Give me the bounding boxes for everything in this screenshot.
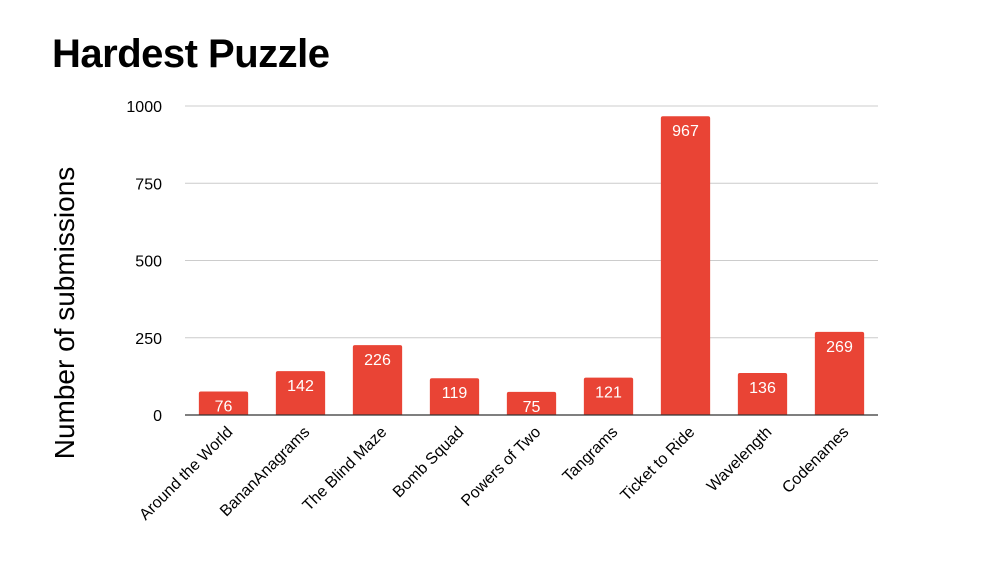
data-label: 136 [749,380,776,397]
bar-bomb-squad [429,378,480,415]
data-label: 142 [287,378,314,395]
bar-ticket-to-ride [660,116,711,416]
data-label: 269 [826,339,853,356]
y-tick-label: 500 [135,254,162,271]
y-tick-label: 1000 [126,99,162,116]
chart-title: Hardest Puzzle [52,32,330,76]
bar-tangrams [583,377,634,415]
x-category-label: Tangrams [560,424,622,486]
x-category-label: Wavelength [704,424,775,495]
data-label: 967 [672,123,699,140]
x-category-label: Powers of Two [458,424,544,510]
x-category-label: The Blind Maze [300,424,391,515]
bar-around-the-world [198,391,249,415]
data-label: 119 [442,385,468,402]
y-axis-label: Number of submissions [49,167,80,460]
data-label: 226 [364,352,391,369]
bar-banananagrams [275,371,326,415]
bar-codenames [814,331,865,415]
x-category-label: Ticket to Ride [618,424,699,505]
y-tick-label: 750 [135,176,162,193]
bar-the-blind-maze [352,345,403,415]
data-labels: 76 142 226 119 75 121 967 136 269 [215,123,853,416]
y-tick-label: 0 [153,408,162,425]
data-label: 75 [523,399,541,416]
data-label: 76 [215,399,233,416]
x-category-label: Bomb Squad [390,424,467,501]
y-tick-label: 250 [135,331,162,348]
bars [198,116,865,416]
x-category-label: Codenames [779,424,852,497]
data-label: 121 [595,385,622,402]
bar-wavelength [737,372,788,415]
y-axis-ticks: 0 250 500 750 1000 [126,99,162,425]
bar-powers-of-two [506,391,557,415]
gridlines [185,105,878,339]
